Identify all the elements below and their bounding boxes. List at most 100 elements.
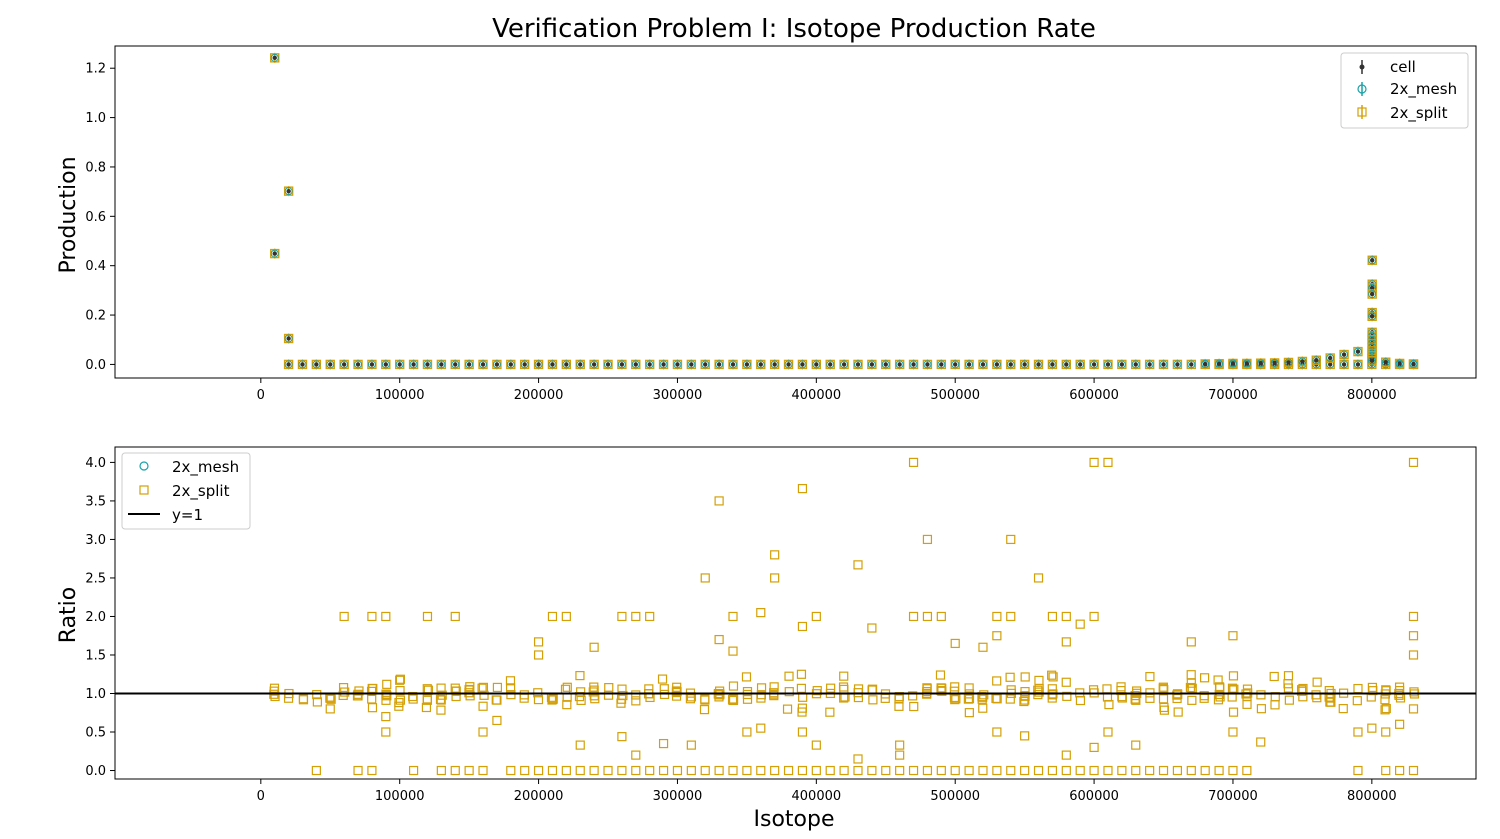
cell-marker [1202, 361, 1208, 367]
split-ratio-marker [395, 675, 405, 685]
x-tick-label: 300000 [653, 789, 703, 804]
cell-marker [328, 362, 333, 367]
split-ratio-marker [1117, 765, 1127, 776]
split-ratio-marker [978, 765, 988, 776]
cell-marker [1369, 358, 1375, 363]
split-ratio-marker [422, 611, 433, 622]
split-ratio-marker [811, 611, 821, 622]
split-ratio-marker [978, 703, 988, 713]
cell-marker [1383, 360, 1388, 365]
split-ratio-marker [756, 723, 766, 733]
split-ratio-marker [811, 740, 821, 750]
split-ratio-marker [797, 483, 808, 494]
split-ratio-marker [1019, 696, 1029, 707]
split-ratio-marker [992, 694, 1002, 704]
mesh-marker [951, 360, 960, 369]
mesh-marker [853, 360, 862, 369]
split-ratio-marker [394, 701, 404, 711]
cell-marker [980, 362, 986, 367]
split-ratio-marker [533, 694, 544, 705]
cell-marker [911, 362, 916, 367]
split-ratio-marker [604, 683, 614, 693]
mesh-marker [1076, 360, 1085, 369]
split-ratio-marker [562, 682, 572, 692]
bottom-data-points [269, 457, 1420, 776]
split-ratio-marker [978, 642, 988, 652]
split-ratio-marker [1033, 573, 1044, 583]
split-ratio-marker [631, 690, 641, 700]
mesh-marker [1117, 360, 1126, 369]
top-legend-cell-label: cell [1390, 58, 1416, 76]
split-ratio-marker [1061, 677, 1071, 687]
split-ratio-marker [603, 765, 613, 776]
split-ratio-marker [1020, 672, 1030, 682]
cell-marker [619, 362, 625, 367]
split-ratio-marker [478, 682, 488, 692]
cell-marker [800, 362, 805, 367]
cell-marker [1341, 352, 1347, 357]
split-ratio-marker [1034, 687, 1044, 697]
split-ratio-marker [492, 715, 502, 726]
split-ratio-marker [1005, 694, 1015, 704]
split-ratio-marker [1047, 611, 1058, 622]
split-ratio-marker [576, 687, 586, 697]
split-ratio-marker [1159, 705, 1170, 715]
cell-marker [591, 362, 597, 367]
split-ratio-marker [1020, 765, 1030, 776]
mesh-marker [270, 53, 279, 62]
split-ratio-marker [533, 765, 544, 776]
split-ratio-marker [1186, 637, 1196, 647]
split-ratio-marker [728, 611, 738, 622]
split-ratio-marker [1367, 682, 1377, 693]
split-ratio-marker [922, 611, 933, 622]
split-ratio-marker [1173, 707, 1183, 717]
split-ratio-marker [756, 765, 766, 776]
chart-title: Verification Problem I: Isotope Producti… [492, 14, 1096, 44]
top-legend-split-label: 2x_split [1390, 104, 1448, 123]
mesh-marker [659, 360, 668, 369]
split-ratio-marker [1380, 705, 1390, 715]
mesh-marker [742, 360, 751, 369]
split-ratio-marker [1145, 693, 1155, 703]
split-ratio-marker [992, 631, 1002, 641]
split-ratio-marker [1325, 697, 1335, 707]
split-ratio-marker [561, 765, 571, 776]
legend-cell-dot-icon [1359, 64, 1365, 70]
x-tick-label: 500000 [930, 388, 980, 403]
cell-marker [897, 362, 902, 367]
split-ratio-marker [1256, 690, 1266, 700]
split-ratio-marker [699, 705, 710, 715]
split-ratio-marker [478, 765, 488, 776]
mesh-marker [520, 360, 529, 369]
split-ratio-marker [1312, 677, 1322, 687]
cell-marker [1175, 362, 1180, 367]
split-ratio-marker [728, 765, 738, 776]
split-ratio-marker [339, 611, 349, 622]
mesh-marker [1368, 256, 1377, 265]
cell-marker [1091, 362, 1097, 367]
split-ratio-marker [839, 684, 849, 694]
mesh-marker [1409, 359, 1418, 368]
split-ratio-marker [742, 765, 752, 776]
cell-marker [383, 362, 389, 367]
mesh-marker [534, 360, 543, 369]
split-ratio-marker [436, 765, 446, 776]
y-tick-label: 0.6 [85, 210, 106, 225]
mesh-marker [1006, 360, 1015, 369]
cell-marker [1064, 362, 1069, 367]
split-ratio-marker [714, 765, 724, 776]
y-tick-label: 0.4 [85, 259, 106, 274]
mesh-marker [367, 360, 376, 369]
x-tick-label: 100000 [375, 388, 425, 403]
split-ratio-marker [1104, 699, 1114, 710]
split-ratio-marker [1089, 765, 1099, 776]
cell-marker [633, 362, 638, 367]
split-ratio-marker [645, 611, 655, 622]
split-ratio-marker [631, 750, 641, 760]
split-ratio-marker [381, 712, 391, 722]
mesh-marker [1020, 360, 1029, 369]
split-ratio-marker [1242, 699, 1252, 709]
cell-marker [647, 362, 652, 367]
split-ratio-marker [312, 697, 322, 707]
y-tick-label: 1.2 [85, 62, 106, 77]
